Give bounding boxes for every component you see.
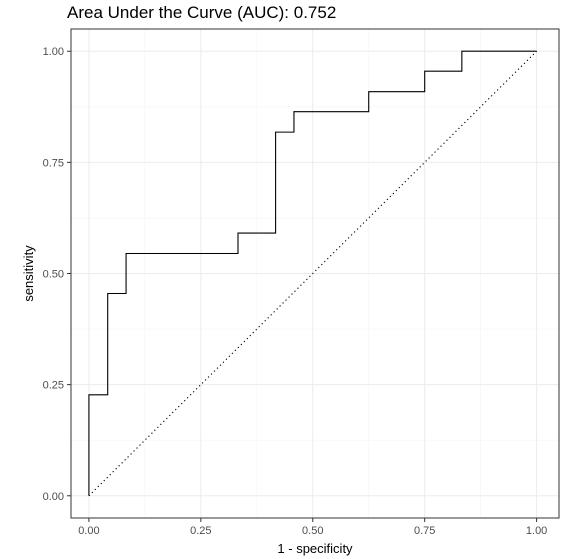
y-tick-label: 0.75 <box>43 157 64 169</box>
major-gridlines <box>71 29 559 518</box>
chart-title: Area Under the Curve (AUC): 0.752 <box>67 3 336 22</box>
y-axis-title: sensitivity <box>21 245 36 302</box>
y-tick-label: 0.00 <box>43 491 64 503</box>
y-axis-ticks: 0.00 0.25 0.50 0.75 1.00 <box>43 46 71 503</box>
y-tick-label: 0.50 <box>43 269 64 281</box>
reference-diagonal-line <box>88 50 538 497</box>
x-axis-ticks: 0.00 0.25 0.50 0.75 1.00 <box>78 518 547 537</box>
x-tick-label: 0.25 <box>190 525 211 537</box>
x-tick-label: 0.50 <box>302 525 323 537</box>
x-tick-label: 0.75 <box>414 525 435 537</box>
y-tick-label: 1.00 <box>43 46 64 58</box>
x-tick-label: 0.00 <box>78 525 99 537</box>
x-axis-title: 1 - specificity <box>277 541 353 556</box>
y-tick-label: 0.25 <box>43 380 64 392</box>
x-tick-label: 1.00 <box>526 525 547 537</box>
roc-curve-line <box>88 50 537 496</box>
